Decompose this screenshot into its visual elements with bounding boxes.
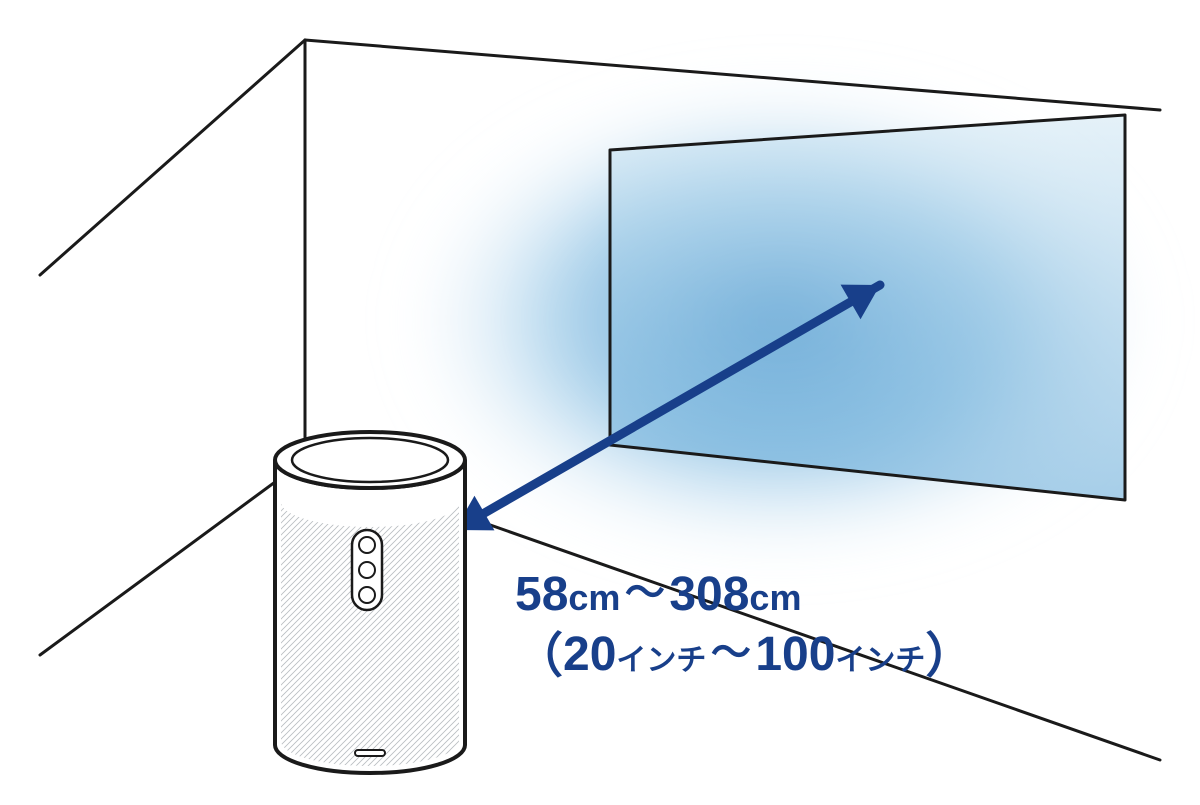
- inch-unit-2: インチ: [835, 644, 925, 677]
- distance-label: 58cm 〜 308cm （20インチ 〜 100インチ）: [515, 565, 973, 687]
- cm-unit-2: cm: [749, 577, 801, 618]
- tilde-2: 〜: [711, 631, 751, 675]
- lparen: （: [515, 630, 563, 683]
- inch-unit-1: インチ: [616, 644, 706, 677]
- min-size: 20: [563, 628, 616, 681]
- rparen: ）: [925, 630, 973, 683]
- tilde-1: 〜: [625, 571, 665, 615]
- projector-device: [275, 432, 465, 773]
- min-distance: 58: [515, 568, 568, 621]
- projection-screen-fill: [610, 115, 1125, 500]
- max-size: 100: [755, 628, 835, 681]
- cm-unit-1: cm: [568, 577, 620, 618]
- max-distance: 308: [669, 568, 749, 621]
